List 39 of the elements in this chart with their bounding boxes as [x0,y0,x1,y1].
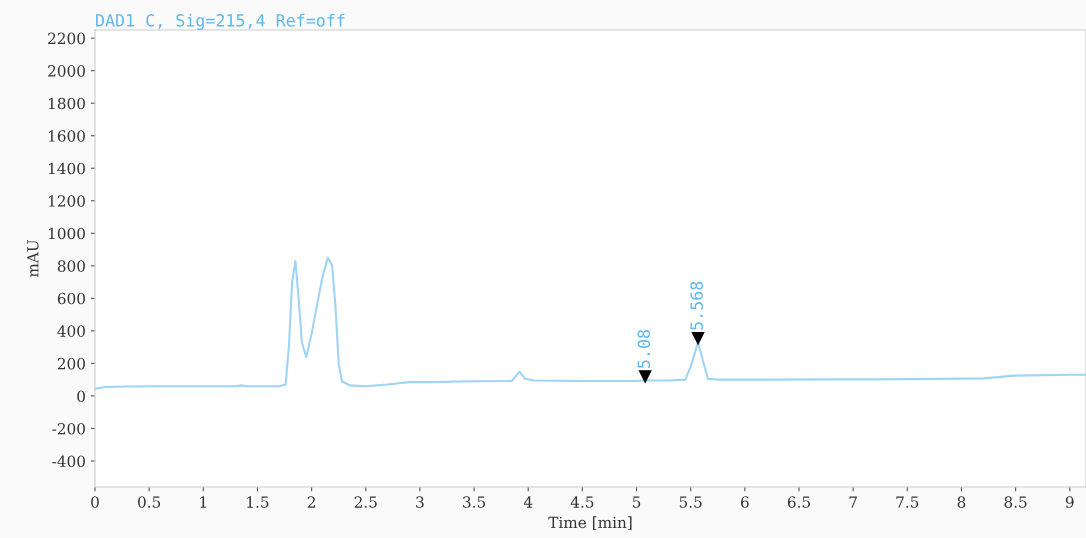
annotation: 5.568 [690,281,703,330]
x-tick-label: 2.5 [354,496,377,508]
annotation: 5.08 [637,330,651,368]
y-tick-label: -200 [52,422,85,435]
y-tick-label: 400 [57,325,85,337]
x-tick-label: 9 [1065,496,1074,508]
x-tick-label: 4 [523,496,533,508]
line-series [95,256,1086,390]
x-tick-label: 0.5 [138,496,161,508]
x-tick-label: 2 [307,496,315,508]
x-tick-label: 7 [849,496,857,508]
x-tick-label: 1 [200,496,206,508]
y-axis-title: mAU [27,239,39,278]
y-tick-label: 1600 [48,130,85,142]
y-tick-label: 1800 [48,97,85,110]
x-tick-label: 8.5 [1004,496,1027,508]
x-tick-label: 5.5 [679,496,702,508]
x-tick-label: 3 [416,496,424,508]
x-tick-label: 3.5 [463,496,486,508]
y-tick-label: 200 [57,357,85,370]
y-tick-label: 2000 [48,65,85,77]
y-tick-label: 1000 [48,227,85,240]
x-tick-label: 1.5 [247,496,269,508]
x-axis-title: Time [min] [548,516,632,530]
x-tick-label: 7.5 [896,496,919,508]
y-tick-label: 2200 [48,32,85,45]
x-tick-label: 0 [91,496,99,508]
x-tick-label: 6.5 [787,496,810,508]
y-tick-label: 1400 [48,162,85,175]
y-tick-label: 800 [57,260,85,272]
y-tick-label: 600 [57,292,85,305]
x-tick-label: 8 [957,496,966,508]
chart-title: DAD1 C, Sig=215,4 Ref=off [96,13,345,30]
y-tick-label: 1200 [48,195,85,207]
x-tick-label: 5 [632,496,641,508]
x-tick-label: 6 [741,496,749,508]
y-tick-label: -400 [52,455,85,467]
x-tick-label: 4.5 [570,496,594,508]
y-tick-label: 0 [77,390,85,402]
